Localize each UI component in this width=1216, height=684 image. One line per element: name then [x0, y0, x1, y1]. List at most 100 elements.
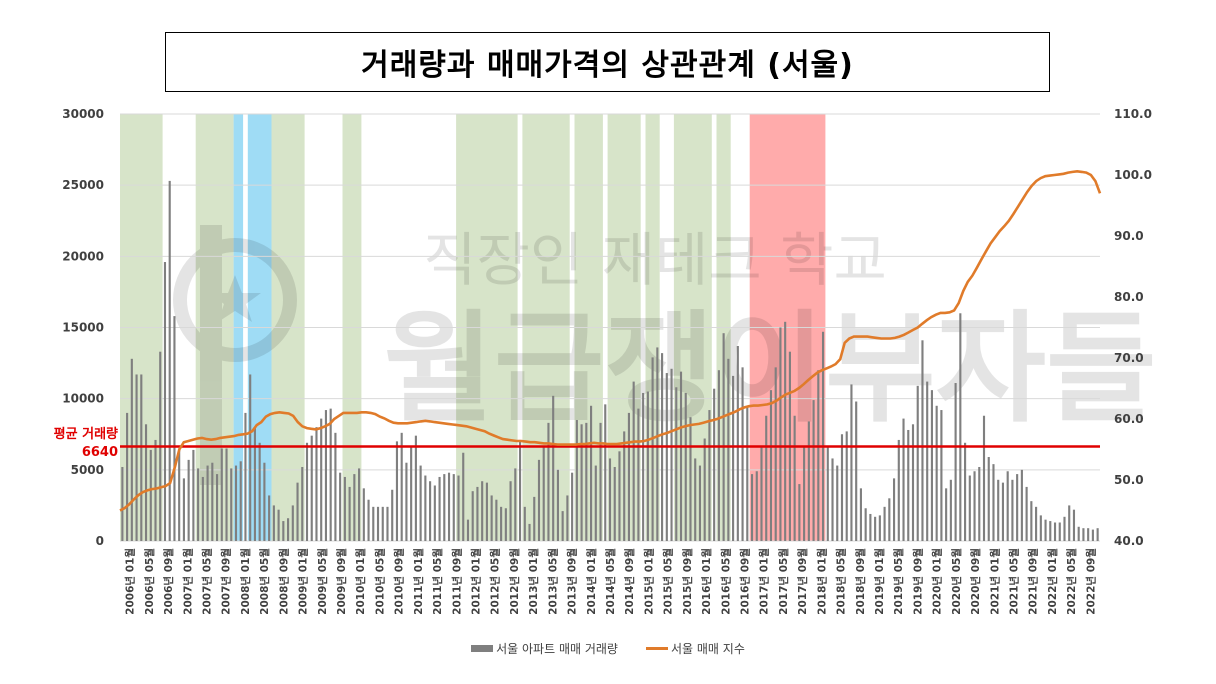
- volume-bar: [997, 479, 1000, 541]
- volume-bar: [1063, 516, 1066, 541]
- volume-bar: [552, 395, 555, 541]
- volume-bar: [291, 505, 294, 541]
- volume-bar: [566, 495, 569, 541]
- volume-bar: [888, 498, 891, 541]
- x-tick-label: 2020년 05월: [950, 548, 963, 615]
- volume-bar: [741, 367, 744, 541]
- volume-bar: [173, 316, 176, 541]
- volume-bar: [769, 390, 773, 541]
- x-tick-label: 2006년 09월: [162, 548, 175, 615]
- volume-bar: [447, 472, 451, 541]
- volume-bar: [310, 435, 313, 541]
- x-tick-label: 2021년 01월: [988, 548, 1001, 615]
- volume-bar: [807, 421, 810, 541]
- volume-bar: [826, 445, 829, 541]
- volume-bar: [1016, 474, 1019, 541]
- y-left-tick-label: 20000: [62, 249, 104, 263]
- volume-bar: [637, 408, 640, 541]
- volume-bar: [391, 489, 394, 541]
- volume-bar: [1058, 522, 1061, 541]
- volume-bar: [968, 475, 971, 541]
- volume-bar: [798, 484, 801, 541]
- volume-bar: [694, 458, 697, 541]
- volume-bar: [249, 374, 252, 541]
- x-tick-label: 2008년 01월: [239, 548, 252, 615]
- volume-bar: [954, 383, 957, 541]
- volume-bar: [537, 459, 541, 541]
- volume-bar: [419, 465, 422, 541]
- volume-bar: [717, 370, 720, 541]
- volume-bar: [405, 462, 408, 541]
- volume-bar: [542, 445, 545, 541]
- volume-bar: [1035, 506, 1038, 541]
- volume-bar: [836, 465, 839, 541]
- x-tick-label: 2008년 09월: [277, 548, 290, 615]
- x-tick-label: 2007년 01월: [181, 548, 194, 615]
- volume-bar: [339, 472, 342, 541]
- volume-bar: [627, 412, 630, 541]
- volume-bar: [329, 408, 332, 541]
- x-tick-label: 2014년 09월: [623, 548, 636, 615]
- legend-swatch-bar: [471, 645, 494, 652]
- x-tick-label: 2022년 05월: [1065, 548, 1078, 615]
- volume-bar: [485, 482, 488, 541]
- average-label-line2: 6640: [82, 445, 118, 460]
- average-label-line1: 평균 거래량: [54, 426, 118, 442]
- x-tick-label: 2010년 05월: [373, 548, 386, 615]
- volume-bars: [121, 180, 1099, 541]
- volume-bar: [708, 410, 711, 541]
- y-right-tick-label: 60.0: [1114, 412, 1144, 426]
- volume-bar: [831, 458, 834, 541]
- volume-bar: [746, 407, 749, 541]
- volume-bar: [817, 370, 820, 541]
- y-axis-left: 0 5000 10000 15000 20000 25000 30000: [62, 107, 104, 548]
- volume-bar: [343, 476, 346, 541]
- volume-bar: [812, 400, 815, 541]
- legend-item-volume: 서울 아파트 매매 거래량: [471, 640, 618, 657]
- x-tick-label: 2017년 01월: [758, 548, 771, 615]
- volume-bar: [892, 478, 896, 541]
- y-right-tick-label: 110.0: [1114, 107, 1152, 121]
- volume-bar: [1006, 471, 1009, 541]
- legend-label-index: 서울 매매 지수: [670, 642, 745, 656]
- volume-bar: [987, 457, 990, 541]
- volume-bar: [646, 391, 649, 541]
- volume-bar: [590, 405, 593, 541]
- x-axis: 2006년 01월 2006년 05월 2006년 09월 2007년 01월 2007…: [124, 548, 1098, 615]
- volume-bar: [982, 415, 986, 541]
- chart-title-box: 거래량과 매매가격의 상관관계 (서울): [165, 32, 1050, 92]
- volume-bar: [1025, 486, 1028, 541]
- y-left-tick-label: 5000: [71, 463, 104, 477]
- volume-bar: [580, 424, 583, 541]
- volume-bar: [750, 474, 754, 541]
- volume-bar: [348, 486, 351, 541]
- x-tick-label: 2008년 05월: [258, 548, 271, 615]
- volume-bar: [679, 371, 683, 541]
- x-tick-label: 2012년 01월: [470, 548, 483, 615]
- volume-bar: [163, 262, 167, 541]
- x-tick-label: 2012년 05월: [489, 548, 502, 615]
- volume-bar: [282, 521, 285, 541]
- volume-bar: [732, 375, 735, 541]
- volume-bar: [864, 508, 867, 541]
- x-tick-label: 2022년 09월: [1084, 548, 1097, 615]
- x-tick-label: 2018년 09월: [854, 548, 867, 615]
- volume-bar: [230, 468, 233, 541]
- volume-bar: [315, 427, 318, 541]
- volume-bar: [476, 486, 479, 541]
- volume-bar: [410, 445, 413, 541]
- volume-bar: [736, 346, 739, 541]
- volume-bar: [523, 506, 526, 541]
- volume-bar: [907, 429, 910, 541]
- y-axis-right: 40.0 50.0 60.0 70.0 80.0 90.0 100.0 110.0: [1114, 107, 1152, 548]
- x-tick-label: 2016년 01월: [700, 548, 713, 615]
- volume-bar: [466, 519, 470, 541]
- volume-bar: [1053, 522, 1057, 541]
- volume-bar: [874, 516, 877, 541]
- volume-bar: [433, 485, 436, 541]
- volume-bar: [381, 506, 384, 541]
- x-tick-label: 2021년 09월: [1027, 548, 1040, 615]
- volume-bar: [599, 422, 602, 541]
- volume-bar: [178, 448, 181, 541]
- volume-bar: [571, 472, 574, 541]
